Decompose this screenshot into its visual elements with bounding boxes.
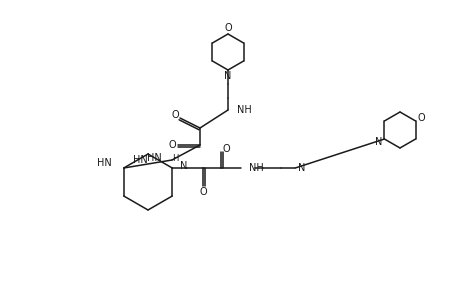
Text: N: N [297, 163, 305, 173]
Text: O: O [222, 144, 230, 154]
Text: N: N [180, 161, 187, 171]
Text: O: O [199, 187, 207, 197]
Text: O: O [224, 23, 231, 33]
Text: N: N [224, 71, 231, 81]
Text: O: O [171, 110, 179, 120]
Text: NH: NH [236, 105, 251, 115]
Text: O: O [417, 113, 425, 123]
Text: HN: HN [97, 158, 112, 168]
Text: HN: HN [147, 153, 162, 163]
Text: O: O [168, 140, 175, 150]
Text: NH: NH [249, 163, 263, 173]
Text: HN: HN [132, 155, 147, 165]
Text: H: H [172, 154, 178, 163]
Text: N: N [374, 137, 381, 147]
